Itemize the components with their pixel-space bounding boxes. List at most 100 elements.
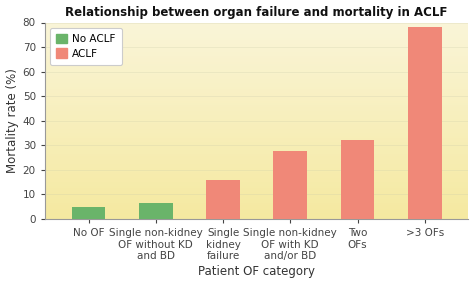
Bar [45, 46, 468, 48]
Bar [45, 148, 468, 150]
Bar [45, 80, 468, 82]
Bar [45, 166, 468, 168]
Bar [45, 207, 468, 209]
Bar [45, 217, 468, 219]
Bar [45, 22, 468, 24]
Bar [45, 189, 468, 191]
Bar [45, 123, 468, 125]
Bar [45, 133, 468, 135]
Bar [45, 42, 468, 44]
Bar [45, 26, 468, 28]
Bar [45, 115, 468, 117]
Bar [45, 50, 468, 52]
Bar [45, 195, 468, 197]
Bar [45, 209, 468, 211]
Bar [45, 215, 468, 217]
Bar [45, 135, 468, 137]
Bar [72, 207, 105, 219]
Bar [45, 40, 468, 42]
Bar [45, 82, 468, 83]
Title: Relationship between organ failure and mortality in ACLF: Relationship between organ failure and m… [65, 6, 448, 18]
Bar [45, 146, 468, 148]
Bar [139, 203, 173, 219]
Bar [45, 52, 468, 54]
Bar [45, 34, 468, 36]
Bar [45, 38, 468, 40]
Bar [45, 137, 468, 139]
Bar [45, 205, 468, 207]
Bar [45, 105, 468, 107]
Bar [45, 117, 468, 119]
Bar [45, 85, 468, 87]
Bar [45, 203, 468, 205]
Bar [45, 87, 468, 89]
Bar [45, 144, 468, 146]
Bar [45, 109, 468, 111]
Bar [45, 193, 468, 195]
Bar [45, 68, 468, 70]
Bar [45, 176, 468, 178]
Bar [45, 28, 468, 30]
Bar [45, 107, 468, 109]
Bar [45, 113, 468, 115]
Bar [45, 162, 468, 164]
Bar [45, 186, 468, 188]
Bar [45, 36, 468, 38]
Bar [45, 24, 468, 26]
Bar [45, 197, 468, 199]
Bar [45, 125, 468, 127]
Bar [45, 99, 468, 101]
Bar [45, 211, 468, 213]
Bar [45, 76, 468, 78]
Bar [45, 160, 468, 162]
Bar [45, 54, 468, 56]
Bar [45, 111, 468, 113]
Bar [45, 83, 468, 85]
Bar [45, 199, 468, 201]
Bar [45, 213, 468, 215]
Bar [45, 66, 468, 68]
Bar [45, 64, 468, 66]
Bar [45, 30, 468, 32]
Bar [45, 150, 468, 152]
Bar [206, 180, 240, 219]
Bar [45, 89, 468, 91]
Legend: No ACLF, ACLF: No ACLF, ACLF [50, 28, 122, 65]
Y-axis label: Mortality rate (%): Mortality rate (%) [6, 68, 18, 173]
Bar [45, 32, 468, 34]
Bar [45, 56, 468, 58]
Bar [45, 74, 468, 76]
Bar [45, 129, 468, 131]
Bar [341, 140, 374, 219]
Bar [45, 170, 468, 172]
Bar [273, 151, 307, 219]
Bar [45, 164, 468, 166]
Bar [45, 180, 468, 182]
Bar [45, 70, 468, 72]
Bar [45, 127, 468, 129]
Bar [45, 156, 468, 158]
Bar [45, 95, 468, 97]
Bar [45, 188, 468, 189]
Bar [45, 48, 468, 50]
Bar [45, 182, 468, 184]
Bar [45, 139, 468, 140]
Bar [45, 172, 468, 174]
Bar [45, 158, 468, 160]
Bar [45, 93, 468, 95]
Bar [45, 44, 468, 46]
Bar [45, 91, 468, 93]
Bar [45, 119, 468, 121]
Bar [45, 201, 468, 203]
Bar [45, 60, 468, 62]
Bar [45, 142, 468, 144]
Bar [45, 184, 468, 186]
Bar [45, 101, 468, 103]
Bar [45, 140, 468, 142]
Bar [45, 72, 468, 74]
Bar [45, 58, 468, 60]
Bar [45, 174, 468, 176]
X-axis label: Patient OF category: Patient OF category [198, 266, 315, 278]
Bar [45, 152, 468, 154]
Bar [45, 62, 468, 64]
